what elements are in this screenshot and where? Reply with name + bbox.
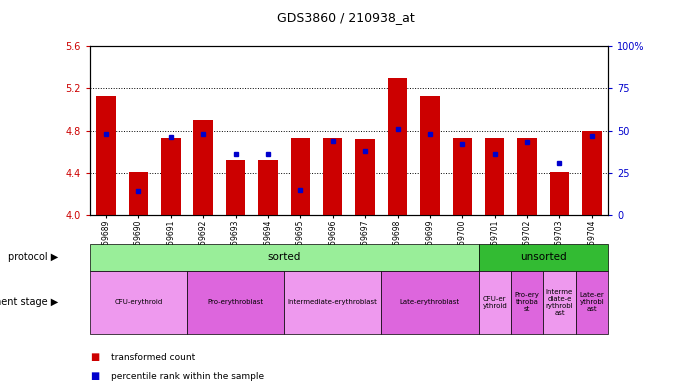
Text: Interme
diate-e
rythrobl
ast: Interme diate-e rythrobl ast [546,289,574,316]
Bar [284,271,381,334]
Bar [129,172,148,215]
Text: development stage ▶: development stage ▶ [0,297,59,308]
Bar [543,271,576,334]
Bar [388,78,407,215]
Text: ■: ■ [90,371,99,381]
Bar [550,172,569,215]
Bar [193,120,213,215]
Text: protocol ▶: protocol ▶ [8,252,59,262]
Bar [420,96,439,215]
Text: GDS3860 / 210938_at: GDS3860 / 210938_at [276,12,415,25]
Bar [511,271,543,334]
Bar [381,271,478,334]
Bar [90,244,478,271]
Bar [96,96,115,215]
Text: sorted: sorted [267,252,301,262]
Bar [582,131,602,215]
Text: percentile rank within the sample: percentile rank within the sample [111,372,264,381]
Text: transformed count: transformed count [111,353,195,362]
Bar [478,244,608,271]
Bar [90,271,187,334]
Text: ■: ■ [90,352,99,362]
Text: Late-erythroblast: Late-erythroblast [400,300,460,305]
Bar [161,138,180,215]
Bar [226,160,245,215]
Bar [478,271,511,334]
Bar [518,138,537,215]
Bar [187,271,284,334]
Text: CFU-er
ythroid: CFU-er ythroid [482,296,507,309]
Text: CFU-erythroid: CFU-erythroid [114,300,162,305]
Text: Intermediate-erythroblast: Intermediate-erythroblast [288,300,378,305]
Bar [576,271,608,334]
Bar [355,139,375,215]
Bar [453,138,472,215]
Text: Pro-erythroblast: Pro-erythroblast [207,300,264,305]
Bar [291,138,310,215]
Text: unsorted: unsorted [520,252,567,262]
Bar [258,160,278,215]
Text: Pro-ery
throba
st: Pro-ery throba st [515,292,540,313]
Text: Late-er
ythrobl
ast: Late-er ythrobl ast [580,292,604,313]
Bar [485,138,504,215]
Bar [323,138,343,215]
